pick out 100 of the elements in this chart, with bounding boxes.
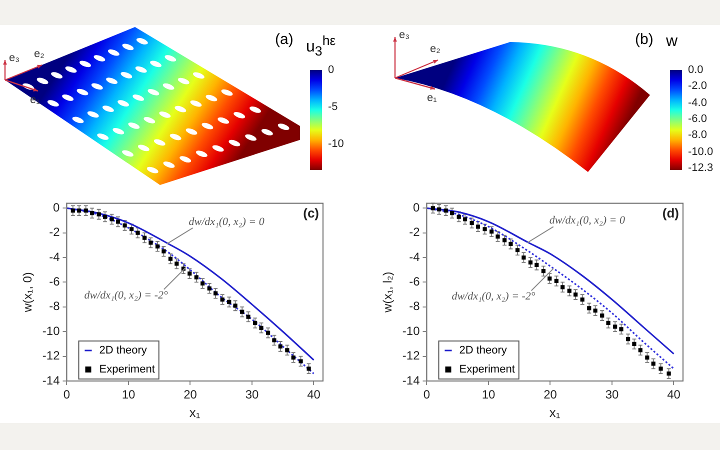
point	[548, 276, 552, 281]
point	[619, 327, 624, 332]
legend-label: 2D theory	[99, 344, 148, 357]
x-tick-label: 30	[245, 388, 259, 402]
text: -10.0	[688, 144, 714, 158]
point	[278, 344, 282, 348]
y-tick-label: -8	[49, 299, 60, 314]
point	[102, 214, 108, 219]
text: -12.3	[688, 160, 714, 175]
point	[658, 366, 663, 371]
x-tick-label: 10	[482, 388, 496, 402]
x-tick-label: 0	[423, 388, 430, 402]
point	[70, 208, 75, 213]
annotation: dw/dx₁(0, x₂) = 0	[188, 216, 265, 228]
point	[437, 207, 442, 212]
chart-title: (d)	[662, 205, 679, 220]
point	[613, 324, 618, 329]
x-tick-label: 30	[605, 388, 619, 402]
point	[291, 355, 296, 360]
point	[110, 217, 114, 222]
point	[470, 220, 474, 226]
point	[606, 320, 610, 326]
annotation: dw/dx₁(0, x₂) = -2°	[452, 290, 536, 303]
point	[168, 256, 173, 261]
y-tick-label: -8	[409, 299, 420, 314]
x-tick-label: 40	[307, 388, 321, 402]
y-tick-label: -10	[42, 324, 60, 338]
point	[188, 272, 192, 276]
point	[508, 242, 513, 246]
point	[200, 281, 205, 286]
point	[450, 211, 454, 216]
text: e₃	[399, 29, 410, 41]
text: (b)	[635, 31, 654, 48]
point	[306, 366, 311, 371]
y-tick-label: -2	[409, 225, 420, 240]
point	[136, 230, 140, 235]
legend-label: 2D theory	[459, 344, 508, 357]
point	[490, 230, 494, 234]
point	[574, 292, 578, 297]
y-tick-label: -12	[42, 348, 60, 363]
x-axis-title: x₁	[189, 404, 201, 420]
y-tick-label: -6	[49, 274, 60, 289]
y-tick-label: -14	[402, 373, 420, 388]
point	[142, 236, 147, 240]
y-tick-label: -10	[402, 324, 420, 338]
text: 0.0	[688, 63, 704, 77]
point	[462, 217, 468, 222]
point	[240, 310, 244, 314]
point	[528, 260, 533, 265]
color-bar-title: w	[666, 33, 678, 51]
point	[645, 355, 650, 360]
point	[214, 291, 218, 296]
point	[194, 275, 198, 280]
point	[130, 227, 134, 232]
point	[84, 208, 88, 213]
x-tick-label: 0	[63, 388, 70, 402]
point	[593, 308, 598, 313]
point	[122, 223, 127, 228]
y-tick-label: -14	[42, 373, 60, 388]
annotation: dw/dx₁(0, x₂) = 0	[549, 214, 626, 227]
y-tick-label: -4	[409, 250, 420, 264]
legend-label: Experiment	[459, 364, 515, 376]
point	[456, 214, 461, 219]
point	[96, 212, 101, 216]
point	[522, 255, 526, 260]
x-tick-label: 20	[184, 388, 198, 402]
point	[534, 262, 539, 267]
point	[482, 227, 487, 232]
point	[207, 286, 212, 290]
point	[285, 348, 290, 352]
point	[666, 372, 671, 376]
y-tick-label: -6	[409, 274, 420, 289]
point	[253, 320, 258, 326]
point	[266, 330, 270, 335]
text: -5	[328, 100, 338, 114]
y-tick-label: 0	[53, 200, 60, 214]
text: -10	[328, 137, 344, 151]
y-tick-label: 0	[413, 200, 420, 214]
y-axis-title: w(x₁, l₂)	[380, 272, 395, 314]
y-tick-label: -2	[49, 225, 60, 240]
text: -4.0	[688, 96, 707, 110]
point	[632, 342, 636, 346]
point	[174, 262, 179, 266]
point	[298, 359, 303, 364]
point	[515, 248, 520, 252]
point	[430, 206, 435, 210]
point	[116, 220, 120, 224]
point	[580, 297, 584, 302]
legend-label: Experiment	[99, 364, 155, 376]
point	[541, 269, 546, 274]
point	[162, 249, 166, 254]
point	[476, 224, 480, 229]
point	[148, 240, 153, 245]
text: -2.0	[688, 79, 707, 94]
point	[444, 208, 448, 213]
x-axis-title: x₁	[549, 404, 561, 420]
point	[651, 362, 656, 366]
point	[259, 326, 264, 330]
point	[496, 234, 500, 239]
text: e₂	[430, 43, 440, 55]
